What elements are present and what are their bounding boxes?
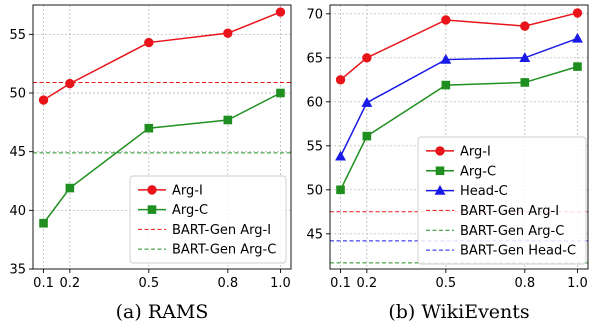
y-tick-label: 65: [306, 51, 323, 66]
legend-label: BART-Gen Arg-C: [172, 243, 276, 258]
legend-marker: [435, 166, 445, 176]
data-point: [361, 97, 373, 107]
plot-frame: [329, 4, 589, 270]
data-point: [572, 8, 583, 18]
series-line: [340, 12, 578, 81]
y-tick-label: 35: [9, 263, 26, 278]
x-tick-label: 0.8: [514, 276, 535, 291]
x-tick-label: 1.0: [567, 276, 588, 291]
y-tick-label: 60: [306, 95, 323, 110]
legend-marker: [147, 185, 157, 195]
legend-label: BART-Gen Arg-I: [172, 223, 271, 238]
data-point: [65, 183, 75, 193]
data-point: [335, 75, 346, 85]
y-tick-label: 50: [9, 87, 26, 102]
data-point: [144, 123, 154, 133]
legend-label: Arg-C: [172, 203, 208, 218]
x-tick-label: 0.5: [435, 276, 456, 291]
x-tick-label: 0.2: [357, 276, 378, 291]
data-point: [223, 115, 233, 125]
data-point: [362, 53, 372, 63]
data-point: [38, 95, 49, 105]
x-tick-label: 1.0: [270, 276, 291, 291]
x-tick-label: 0.5: [138, 276, 159, 291]
y-tick-label: 55: [9, 28, 26, 43]
legend-label: BART-Gen Arg-C: [460, 224, 564, 239]
chart-caption: (a) RAMS: [116, 301, 209, 323]
legend-label: Head-C: [460, 184, 508, 199]
legend-marker: [434, 184, 446, 195]
legend-box: [417, 136, 587, 265]
series-line: [43, 11, 281, 101]
data-point: [441, 15, 451, 25]
plot-frame: [32, 4, 292, 270]
data-point: [336, 185, 345, 195]
legend-box: [129, 175, 287, 264]
data-point: [520, 21, 530, 31]
legend-label: Arg-I: [460, 144, 491, 159]
legend-label: Arg-I: [172, 183, 203, 198]
x-tick-label: 0.8: [217, 276, 238, 291]
data-point: [276, 88, 285, 98]
legend: Arg-I Arg-C Head-C BART-Gen Arg-I BART-Gen A…: [417, 136, 587, 265]
legend-marker: [435, 146, 445, 156]
data-point: [520, 78, 530, 87]
legend-label: Arg-C: [460, 164, 496, 179]
legend: Arg-I Arg-C BART-Gen Arg-I BART-Gen Arg-C: [129, 175, 287, 264]
y-tick-label: 55: [306, 139, 323, 154]
data-point: [39, 218, 48, 228]
data-point: [223, 28, 233, 38]
y-tick-label: 45: [9, 145, 26, 160]
data-point: [573, 62, 582, 71]
legend-label: BART-Gen Arg-I: [460, 204, 559, 219]
x-tick-label: 0.1: [330, 276, 351, 291]
x-tick-label: 0.2: [60, 276, 81, 291]
data-point: [275, 7, 286, 17]
data-point: [519, 52, 531, 62]
data-point: [65, 78, 75, 89]
y-tick-label: 40: [9, 204, 26, 219]
data-point: [441, 80, 451, 90]
data-point: [362, 131, 372, 141]
chart-panel-2: 0.1 0.2 0.5 0.8 1.0 45 50 55 60 65 70 Arg-I Arg-C Hea…: [306, 4, 589, 323]
data-point: [335, 150, 346, 161]
y-tick-label: 45: [306, 227, 323, 242]
data-point: [144, 37, 154, 48]
x-tick-label: 0.1: [33, 276, 54, 291]
chart-panel-1: 0.1 0.2 0.5 0.8 1.0 35 40 45 50 55 Arg-I Arg-C BART-…: [9, 4, 292, 323]
y-tick-label: 70: [306, 7, 323, 22]
chart-caption: (b) WikiEvents: [388, 301, 529, 323]
legend-label: BART-Gen Head-C: [460, 244, 576, 259]
y-tick-label: 50: [306, 183, 323, 198]
data-point: [572, 32, 583, 43]
data-point: [440, 53, 452, 64]
legend-marker: [147, 205, 157, 214]
